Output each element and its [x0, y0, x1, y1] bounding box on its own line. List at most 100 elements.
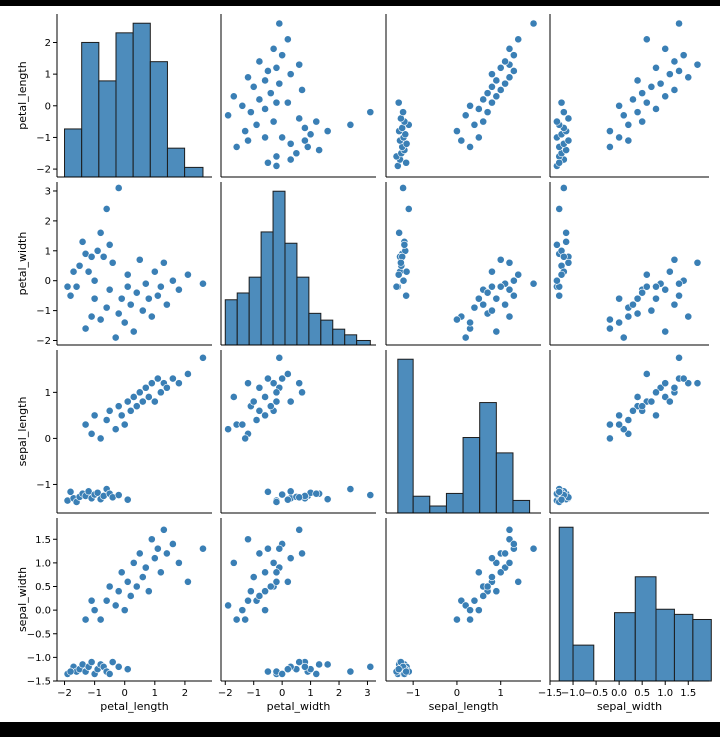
- x-tick-label-sepal_length-0: −1: [406, 688, 421, 699]
- scatter-point-sepal_length-vs-sepal_width-44: [642, 370, 651, 378]
- scatter-point-sepal_length-vs-petal_width-14: [295, 493, 304, 502]
- y-tick-label-sepal_width-3: 0.0: [35, 606, 51, 617]
- scatter-point-sepal_width-vs-petal_width-17: [264, 667, 272, 676]
- scatter-point-sepal_width-vs-petal_length-43: [174, 558, 183, 567]
- scatter-point-sepal_width-vs-petal_width-35: [261, 587, 269, 596]
- scatter-point-petal_width-vs-petal_length-15: [114, 184, 123, 192]
- scatter-point-sepal_width-vs-petal_length-40: [159, 525, 168, 534]
- scatter-point-petal_length-vs-sepal_width-24: [619, 111, 628, 120]
- scatter-point-petal_length-vs-petal_width-30: [229, 92, 238, 101]
- scatter-point-petal_width-vs-petal_length-25: [114, 309, 123, 318]
- scatter-point-petal_length-vs-sepal_length-24: [461, 111, 470, 120]
- scatter-point-petal_width-vs-sepal_width-39: [652, 282, 660, 291]
- scatter-point-sepal_length-vs-petal_length-41: [162, 383, 171, 392]
- scatter-point-sepal_width-vs-petal_length-25: [114, 587, 123, 596]
- scatter-point-petal_width-vs-petal_length-40: [159, 258, 168, 267]
- scatter-point-petal_length-vs-sepal_width-22: [624, 120, 633, 129]
- scatter-point-petal_length-vs-sepal_length-19: [457, 136, 466, 145]
- scatter-point-sepal_length-vs-petal_length-42: [168, 374, 177, 383]
- scatter-point-sepal_length-vs-petal_length-25: [114, 402, 123, 411]
- hist-bar-petal_length-7: [184, 166, 204, 178]
- scatter-point-petal_length-vs-sepal_width-18: [606, 143, 614, 151]
- scatter-point-petal_width-vs-sepal_width-38: [675, 291, 683, 300]
- scatter-point-petal_width-vs-petal_length-7: [87, 252, 96, 261]
- scatter-point-petal_length-vs-sepal_length-9: [401, 130, 410, 139]
- scatter-point-petal_length-vs-petal_width-4: [315, 146, 324, 154]
- y-tick-label-sepal_width-2: −0.5: [27, 629, 51, 640]
- scatter-point-petal_width-vs-sepal_width-36: [684, 312, 693, 321]
- scatter-point-petal_width-vs-petal_length-12: [102, 205, 111, 213]
- scatter-point-sepal_width-vs-petal_length-35: [144, 587, 153, 596]
- scatter-point-petal_width-vs-sepal_width-10: [562, 228, 571, 237]
- scatter-point-petal_width-vs-sepal_length-12: [404, 205, 413, 213]
- scatter-point-petal_width-vs-petal_length-11: [99, 252, 108, 261]
- scatter-point-sepal_width-vs-petal_width-38: [264, 544, 272, 553]
- y-tick-label-sepal_length-0: −1: [36, 480, 51, 491]
- hist-bar-sepal_length-3: [445, 492, 464, 514]
- scatter-point-petal_length-vs-sepal_width-7: [564, 136, 573, 145]
- x-tick-label-petal_length-2: 0: [122, 688, 128, 699]
- scatter-point-petal_width-vs-sepal_width-16: [557, 270, 566, 279]
- y-tick-label-sepal_width-4: 0.5: [35, 582, 51, 593]
- scatter-point-sepal_width-vs-petal_length-39: [156, 568, 165, 577]
- scatter-point-sepal_width-vs-petal_width-29: [255, 592, 264, 600]
- scatter-point-sepal_width-vs-petal_length-42: [168, 540, 177, 548]
- scatter-point-sepal_length-vs-petal_length-43: [174, 379, 183, 388]
- x-tick-label-petal_width-2: 0: [279, 688, 285, 699]
- x-tick-label-petal_width-4: 2: [336, 688, 342, 699]
- scatter-point-sepal_length-vs-sepal_width-26: [652, 411, 660, 420]
- scatter-point-sepal_length-vs-petal_length-18: [81, 420, 90, 429]
- scatter-point-sepal_length-vs-petal_width-30: [229, 393, 238, 401]
- scatter-point-petal_length-vs-sepal_length-17: [402, 158, 411, 167]
- y-tick-label-petal_length-1: −1: [36, 133, 51, 144]
- scatter-point-sepal_length-vs-petal_length-22: [102, 416, 111, 424]
- scatter-point-petal_width-vs-sepal_length-37: [488, 267, 496, 276]
- scatter-point-petal_width-vs-sepal_width-43: [661, 285, 670, 294]
- scatter-point-petal_width-vs-sepal_length-6: [402, 267, 411, 276]
- y-tick-label-petal_length-4: 2: [45, 38, 51, 49]
- hist-bar-petal_width-6: [296, 276, 310, 346]
- scatter-point-petal_length-vs-sepal_length-31: [483, 89, 492, 98]
- scatter-point-petal_length-vs-sepal_width-36: [684, 73, 693, 82]
- scatter-point-petal_length-vs-sepal_length-21: [453, 127, 461, 136]
- scatter-point-petal_length-vs-petal_width-3: [292, 149, 301, 158]
- scatter-point-sepal_length-vs-sepal_width-27: [615, 420, 624, 429]
- scatter-point-petal_length-vs-sepal_width-15: [559, 108, 568, 117]
- scatter-point-sepal_length-vs-sepal_width-33: [647, 397, 656, 406]
- scatter-point-sepal_length-vs-sepal_width-17: [555, 487, 564, 496]
- scatter-point-sepal_width-vs-petal_width-21: [241, 615, 250, 624]
- y-tick-label-petal_length-2: 0: [45, 101, 51, 112]
- scatter-point-petal_length-vs-petal_width-13: [312, 117, 321, 126]
- scatter-point-petal_length-vs-petal_width-44: [283, 35, 292, 44]
- scatter-point-petal_length-vs-petal_width-32: [298, 86, 306, 94]
- scatter-point-sepal_width-vs-petal_length-37: [150, 554, 159, 563]
- scatter-point-petal_length-vs-sepal_length-32: [496, 86, 505, 94]
- scatter-point-sepal_length-vs-petal_width-43: [269, 379, 278, 388]
- hist-bar-petal_width-1: [236, 292, 250, 346]
- scatter-point-petal_width-vs-sepal_width-18: [606, 324, 614, 333]
- scatter-point-petal_length-vs-sepal_length-36: [505, 73, 514, 82]
- hist-bar-petal_length-2: [98, 80, 117, 178]
- scatter-point-sepal_length-vs-petal_width-17: [264, 487, 272, 496]
- scatter-point-petal_length-vs-sepal_length-29: [479, 95, 488, 104]
- scatter-point-petal_length-vs-sepal_width-34: [656, 79, 665, 88]
- scatter-point-petal_length-vs-petal_width-14: [295, 114, 304, 123]
- scatter-point-sepal_length-vs-petal_width-2: [272, 498, 281, 506]
- scatter-point-sepal_length-vs-petal_width-27: [238, 420, 247, 429]
- x-tick-label-petal_length-1: −1: [87, 688, 102, 699]
- scatter-point-petal_length-vs-sepal_length-6: [402, 139, 411, 148]
- scatter-point-sepal_width-vs-petal_length-24: [111, 601, 120, 610]
- x-axis-label-petal_length: petal_length: [100, 700, 168, 713]
- hist-bar-petal_length-4: [132, 22, 151, 178]
- scatter-point-sepal_length-vs-sepal_width-40: [693, 379, 702, 388]
- scatter-point-sepal_width-vs-petal_width-44: [283, 577, 292, 586]
- scatter-point-petal_length-vs-sepal_length-15: [399, 108, 407, 117]
- scatter-point-petal_width-vs-sepal_length-29: [479, 300, 488, 309]
- y-tick-label-petal_width-0: −2: [36, 336, 51, 347]
- scatter-point-petal_length-vs-sepal_width-26: [652, 105, 660, 113]
- scatter-point-sepal_width-vs-sepal_length-44: [514, 577, 523, 586]
- scatter-point-sepal_width-vs-petal_length-45: [199, 544, 207, 553]
- scatter-point-sepal_width-vs-sepal_length-31: [483, 582, 492, 591]
- y-tick-label-sepal_width-1: −1.0: [27, 653, 51, 664]
- scatter-point-petal_length-vs-petal_width-36: [244, 73, 252, 82]
